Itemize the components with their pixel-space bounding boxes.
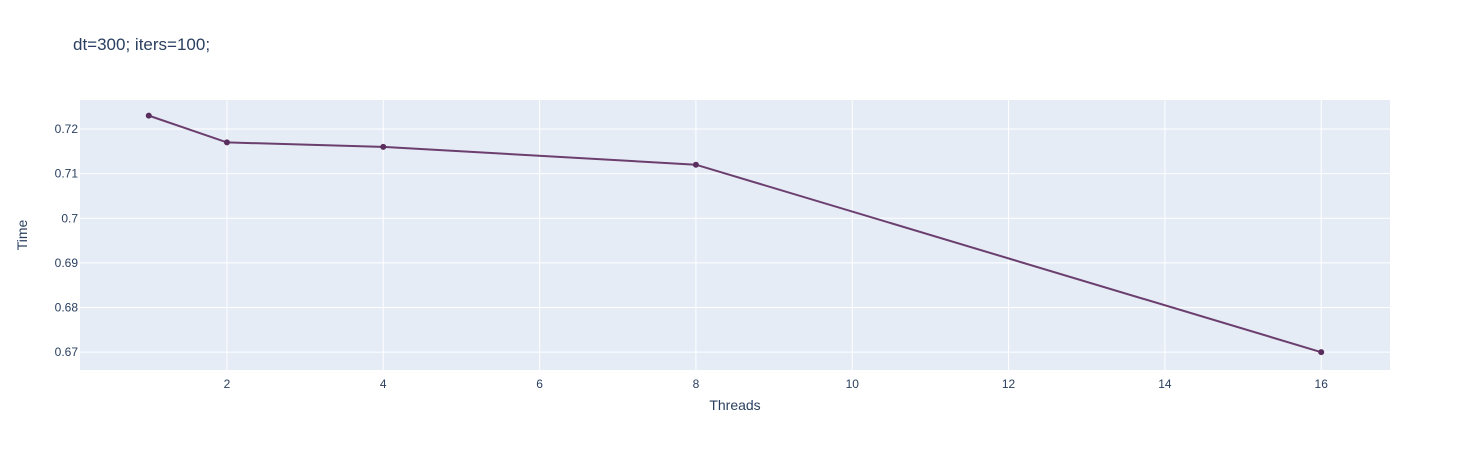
x-tick-label: 4 <box>380 377 387 391</box>
data-point <box>145 112 152 119</box>
x-tick-label: 6 <box>536 377 543 391</box>
x-tick-label: 2 <box>224 377 231 391</box>
x-tick-label: 12 <box>1002 377 1016 391</box>
plot-area <box>80 100 1390 370</box>
x-tick-label: 10 <box>846 377 860 391</box>
x-tick-label: 8 <box>693 377 700 391</box>
x-tick-label: 16 <box>1315 377 1329 391</box>
y-tick-label: 0.68 <box>55 301 79 315</box>
x-axis-label: Threads <box>709 397 760 413</box>
chart-title: dt=300; iters=100; <box>73 35 210 54</box>
data-point <box>1318 349 1325 356</box>
y-tick-label: 0.7 <box>61 211 78 225</box>
y-tick-label: 0.69 <box>55 256 79 270</box>
data-point <box>380 143 387 150</box>
x-axis-ticks: 2 4 6 8 10 12 14 16 <box>224 377 1329 391</box>
x-tick-label: 14 <box>1158 377 1172 391</box>
y-tick-label: 0.71 <box>55 167 79 181</box>
data-markers <box>145 112 1325 356</box>
y-axis-ticks: 0.67 0.68 0.69 0.7 0.71 0.72 <box>55 122 79 359</box>
y-tick-label: 0.72 <box>55 122 79 136</box>
data-point <box>223 139 230 146</box>
data-point <box>692 161 699 168</box>
y-axis-label: Time <box>14 219 30 250</box>
y-tick-label: 0.67 <box>55 345 79 359</box>
